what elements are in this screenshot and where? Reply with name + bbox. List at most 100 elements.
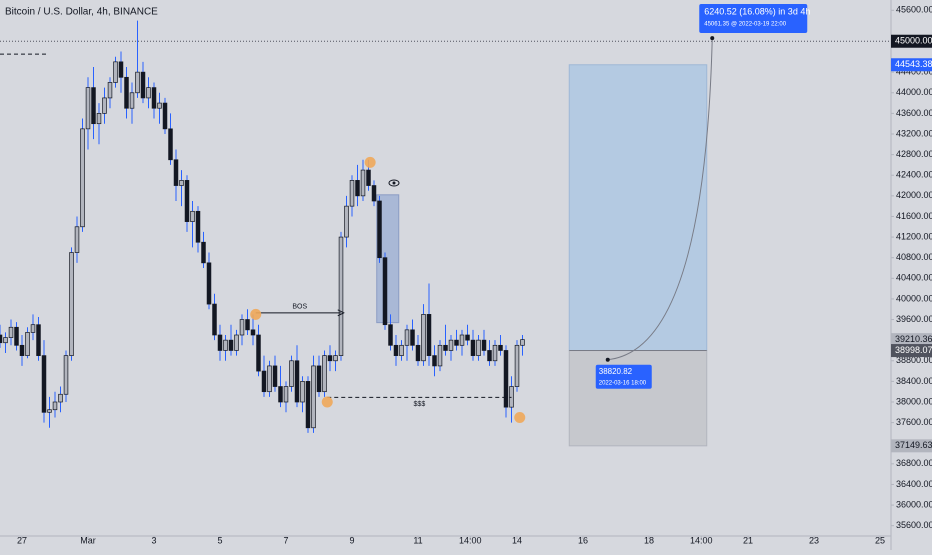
candle-body: [443, 344, 448, 351]
y-tick-label: 45600.00: [896, 5, 932, 15]
x-tick-label: 23: [809, 535, 819, 545]
swing-point: [364, 156, 376, 168]
candle-body: [124, 76, 129, 109]
bos-label: BOS: [292, 304, 307, 311]
end-detail: 45061.35 @ 2022-03-19 22:00: [704, 22, 786, 28]
candle-body: [366, 169, 371, 186]
candle-body: [371, 185, 377, 202]
candle-body: [503, 350, 509, 408]
candle-body: [239, 319, 245, 336]
end-change: 6240.52 (16.08%) in 3d 4h: [704, 6, 810, 16]
candle-body: [96, 113, 102, 125]
candle-body: [58, 393, 63, 403]
projection-start: [605, 357, 610, 362]
projection-curve: [607, 38, 713, 361]
start-price: 38820.82: [599, 367, 633, 376]
candle-body: [492, 344, 498, 362]
candle-body: [30, 324, 36, 333]
candle-body: [140, 71, 146, 99]
candle-body: [465, 334, 470, 341]
candle-body: [399, 344, 404, 356]
price-label: 37149.63: [895, 440, 932, 450]
x-tick-label: Mar: [80, 535, 96, 545]
candle-body: [322, 355, 327, 393]
price-label-box: [891, 58, 932, 72]
x-tick-label: 16: [578, 535, 588, 545]
y-tick-label: 36400.00: [896, 479, 932, 489]
candle-body: [300, 381, 305, 403]
price-label-box: [891, 333, 932, 347]
eye-icon: [388, 179, 400, 187]
candle-body: [305, 381, 311, 429]
y-tick-label: 36000.00: [896, 499, 932, 509]
candle-body: [514, 344, 520, 387]
y-tick-label: 38800.00: [896, 355, 932, 365]
candle-body: [146, 87, 151, 99]
start-callout: [595, 364, 652, 389]
candle-body: [19, 344, 25, 356]
candle-body: [8, 326, 14, 338]
candle-body: [118, 61, 124, 78]
start-time: 2022-03-16 18:00: [599, 380, 647, 386]
y-tick-label: 40400.00: [896, 273, 932, 283]
candle-body: [102, 97, 107, 114]
candle-body: [459, 334, 465, 346]
candle-body: [201, 241, 206, 264]
candle-body: [3, 337, 8, 344]
candle-body: [14, 326, 19, 346]
eye-pupil: [392, 181, 396, 185]
price-label: 44543.38: [895, 59, 932, 69]
y-tick-label: 37600.00: [896, 417, 932, 427]
candle-body: [85, 87, 91, 130]
x-tick-label: 3: [151, 535, 156, 545]
candle-body: [80, 128, 85, 228]
candle-body: [212, 303, 217, 336]
candle-body: [223, 339, 228, 351]
candle-body: [179, 180, 184, 186]
x-tick-label: 7: [283, 535, 288, 545]
candle-body: [245, 319, 250, 331]
price-label-box: [891, 344, 932, 358]
x-tick-label: 11: [413, 535, 422, 545]
y-tick-label: 42000.00: [896, 190, 932, 200]
candle-body: [338, 236, 344, 356]
candle-body: [173, 159, 179, 186]
candle-body: [91, 87, 96, 125]
candle-body: [47, 409, 52, 413]
y-tick-label: 41200.00: [896, 231, 932, 241]
y-tick-label: 41600.00: [896, 211, 932, 221]
x-tick-label: 9: [349, 535, 354, 545]
candle-body: [234, 334, 239, 351]
y-tick-label: 42800.00: [896, 149, 932, 159]
candle-body: [344, 205, 349, 238]
swing-point: [321, 396, 333, 408]
x-tick-label: 14:00: [690, 535, 713, 545]
candle-body: [426, 314, 432, 356]
candle-body: [421, 314, 426, 362]
candle-body: [256, 334, 261, 372]
candle-body: [162, 102, 168, 130]
candle-body: [316, 365, 322, 393]
candle-body: [404, 329, 410, 346]
candle-body: [74, 226, 80, 253]
candle-body: [393, 344, 399, 356]
candle-body: [377, 200, 382, 259]
candle-body: [388, 324, 393, 346]
candle-body: [509, 386, 514, 408]
plot-background: [0, 0, 891, 536]
y-tick-label: 44000.00: [896, 87, 932, 97]
y-tick-label: 44400.00: [896, 67, 932, 77]
candle-body: [52, 401, 58, 411]
swing-point: [250, 308, 262, 320]
candle-body: [25, 332, 30, 356]
target-zone: [568, 64, 708, 352]
x-tick-label: 5: [217, 535, 222, 545]
candle-body: [151, 87, 157, 109]
candle-body: [135, 71, 140, 94]
order-block: [376, 194, 400, 324]
candle-body: [360, 169, 366, 197]
y-tick-label: 40000.00: [896, 293, 932, 303]
end-callout: [699, 4, 808, 33]
candle-body: [261, 370, 267, 393]
candle-body: [228, 339, 234, 351]
